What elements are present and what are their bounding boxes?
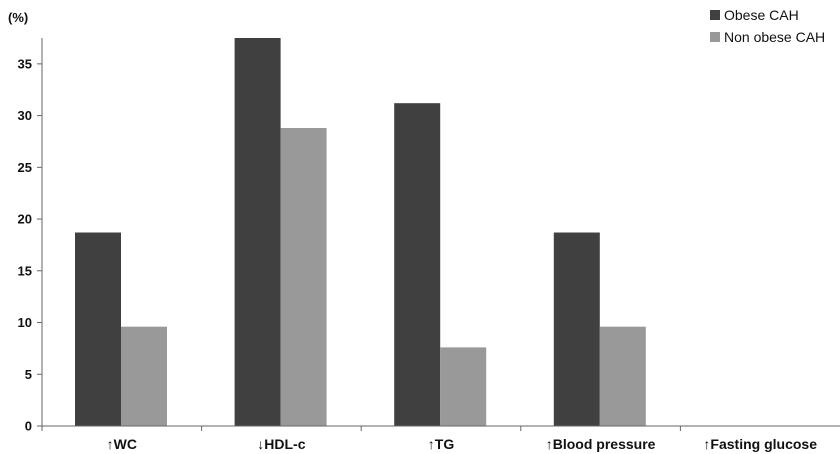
bar-obese-0 (75, 232, 121, 426)
bar-obese-3 (553, 232, 600, 426)
y-axis-unit-label: (%) (8, 10, 28, 25)
legend-swatch (710, 32, 720, 42)
x-tick-label: ↑Blood pressure (546, 436, 656, 452)
bar-non-obese-3 (599, 326, 646, 426)
y-tick-label: 0 (25, 419, 32, 434)
bar-obese-2 (394, 103, 441, 427)
y-tick-label: 35 (18, 56, 32, 71)
x-tick-label: ↓HDL-c (257, 436, 305, 452)
bar-obese-1 (234, 38, 281, 426)
bar-non-obese-2 (440, 347, 487, 426)
legend-swatch (710, 10, 720, 20)
y-tick-label: 20 (18, 212, 32, 227)
y-tick-label: 30 (18, 108, 32, 123)
x-tick-label: ↑Fasting glucose (703, 436, 817, 452)
legend-label: Obese CAH (724, 7, 799, 23)
y-tick-label: 5 (25, 367, 32, 382)
bars (75, 38, 646, 427)
legend-label: Non obese CAH (724, 29, 825, 45)
bar-non-obese-0 (121, 326, 167, 426)
y-axis-ticks: 0 5 10 15 20 25 30 35 (18, 56, 42, 434)
x-axis-labels: ↑WC ↓HDL-c ↑TG ↑Blood pressure ↑Fasting gluc… (107, 436, 818, 452)
x-axis-ticks (41, 426, 681, 431)
x-tick-label: ↑TG (428, 436, 455, 452)
bar-non-obese-1 (280, 128, 327, 427)
y-tick-label: 25 (18, 160, 32, 175)
legend: Obese CAH Non obese CAH (710, 7, 825, 45)
x-tick-label: ↑WC (107, 436, 137, 452)
y-tick-label: 10 (18, 315, 32, 330)
y-tick-label: 15 (18, 263, 32, 278)
